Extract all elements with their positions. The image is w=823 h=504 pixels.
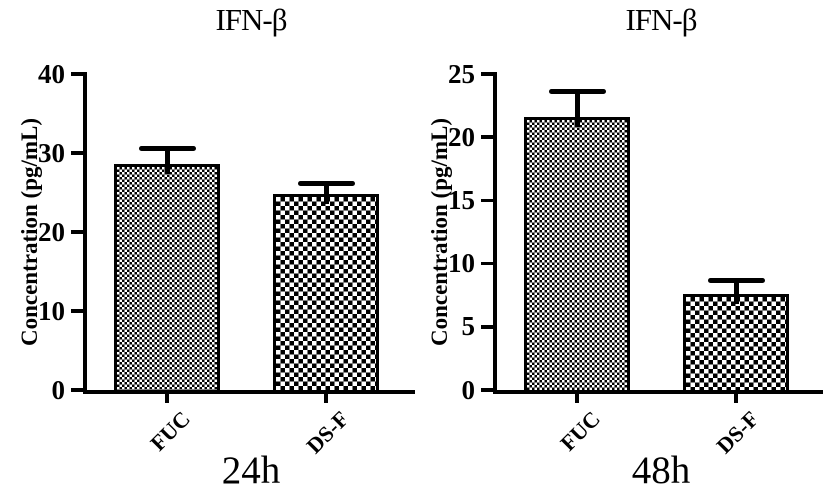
y-tick-label-15: 15 xyxy=(448,184,475,215)
y-tick-label-10: 10 xyxy=(38,295,65,326)
y-axis-tick-10 xyxy=(71,309,83,313)
y-tick-label-10: 10 xyxy=(448,248,475,279)
y-axis-tick-20 xyxy=(71,230,83,234)
y-axis-tick-20 xyxy=(481,135,493,139)
error-bar-stem-DS-F xyxy=(323,185,329,205)
y-axis-tick-15 xyxy=(481,198,493,203)
y-tick-label-25: 25 xyxy=(448,58,475,89)
y-axis-tick-40 xyxy=(71,72,83,76)
bar-DS-F xyxy=(683,293,789,392)
y-axis-tick-25 xyxy=(481,72,493,76)
chart-title: IFN-β xyxy=(215,2,287,37)
y-tick-label-0: 0 xyxy=(461,374,476,405)
y-axis-title: Concentration (pg/mL) xyxy=(427,117,452,347)
y-axis-tick-0 xyxy=(71,388,83,392)
error-bar-stem-DS-F xyxy=(733,282,739,304)
x-axis-tick-DS-F xyxy=(734,394,738,403)
error-bar-stem-FUC xyxy=(574,93,580,127)
y-tick-label-20: 20 xyxy=(448,121,475,152)
y-axis-tick-10 xyxy=(481,261,493,266)
error-bar-cap-FUC xyxy=(548,89,606,95)
x-axis-line xyxy=(83,390,415,394)
y-axis-line xyxy=(83,72,87,394)
y-tick-label-0: 0 xyxy=(51,374,66,405)
chart-panel-48h: IFN-β Concentration (pg/mL) 0 5 10 15 20 25 FU… xyxy=(410,0,823,504)
error-bar-stem-FUC xyxy=(164,150,170,175)
bar-DS-F xyxy=(273,194,379,392)
y-axis-tick-30 xyxy=(71,151,83,155)
bar-FUC xyxy=(114,164,220,392)
chart-panel-24h: IFN-β Concentration (pg/mL) 0 10 20 30 40 FUC… xyxy=(0,0,415,504)
x-axis-tick-DS-F xyxy=(324,394,328,403)
y-tick-label-30: 30 xyxy=(38,137,65,168)
x-axis-tick-FUC xyxy=(575,394,579,403)
x-axis-time-label: 48h xyxy=(631,449,691,492)
y-axis-tick-5 xyxy=(481,325,493,329)
x-axis-time-label: 24h xyxy=(221,449,281,492)
x-axis-line xyxy=(493,390,823,394)
chart-title: IFN-β xyxy=(625,2,697,37)
y-axis-tick-0 xyxy=(481,388,493,392)
error-bar-cap-DS-F xyxy=(297,180,355,186)
y-tick-label-5: 5 xyxy=(461,311,476,342)
error-bar-cap-DS-F xyxy=(707,277,765,283)
y-tick-label-20: 20 xyxy=(38,216,65,247)
x-axis-tick-FUC xyxy=(165,394,169,403)
y-axis-line xyxy=(493,72,497,394)
bar-FUC xyxy=(524,116,630,392)
error-bar-cap-FUC xyxy=(138,145,196,151)
y-tick-label-40: 40 xyxy=(38,58,65,89)
